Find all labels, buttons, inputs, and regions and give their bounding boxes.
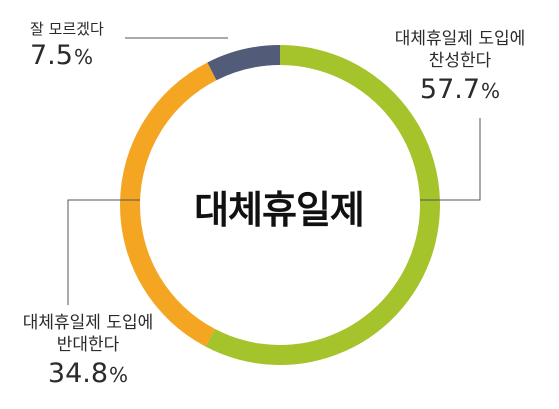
slice-label-agree-line1: 대체휴일제 도입에 (394, 29, 526, 49)
slice-label-oppose-line1: 대체휴일제 도입에 (22, 313, 154, 333)
slice-value-agree: 57.7% (390, 74, 530, 105)
slice-value-agree-unit: % (481, 79, 501, 103)
slice-value-unsure: 7.5% (30, 40, 125, 71)
leader-line-agree (420, 118, 481, 201)
leader-line-oppose (67, 199, 140, 305)
slice-label-unsure: 잘 모르겠다 7.5% (30, 18, 125, 71)
slice-label-agree-line2: 찬성한다 (428, 51, 492, 71)
slice-label-oppose-line2: 반대한다 (56, 335, 120, 355)
slice-value-oppose-unit: % (109, 363, 129, 387)
slice-value-oppose: 34.8% (8, 358, 168, 389)
chart-center-title: 대체휴일제 (194, 188, 365, 232)
slice-label-unsure-line1: 잘 모르겠다 (30, 20, 104, 38)
slice-value-unsure-number: 7.5 (30, 40, 73, 71)
slice-value-agree-number: 57.7 (419, 74, 481, 105)
slice-value-oppose-number: 34.8 (47, 358, 109, 389)
slice-label-oppose: 대체휴일제 도입에 반대한다 34.8% (8, 312, 168, 389)
slice-unsure (207, 45, 280, 81)
slice-value-unsure-unit: % (73, 45, 93, 69)
slice-label-agree: 대체휴일제 도입에 찬성한다 57.7% (390, 28, 530, 105)
slice-oppose (120, 62, 217, 347)
